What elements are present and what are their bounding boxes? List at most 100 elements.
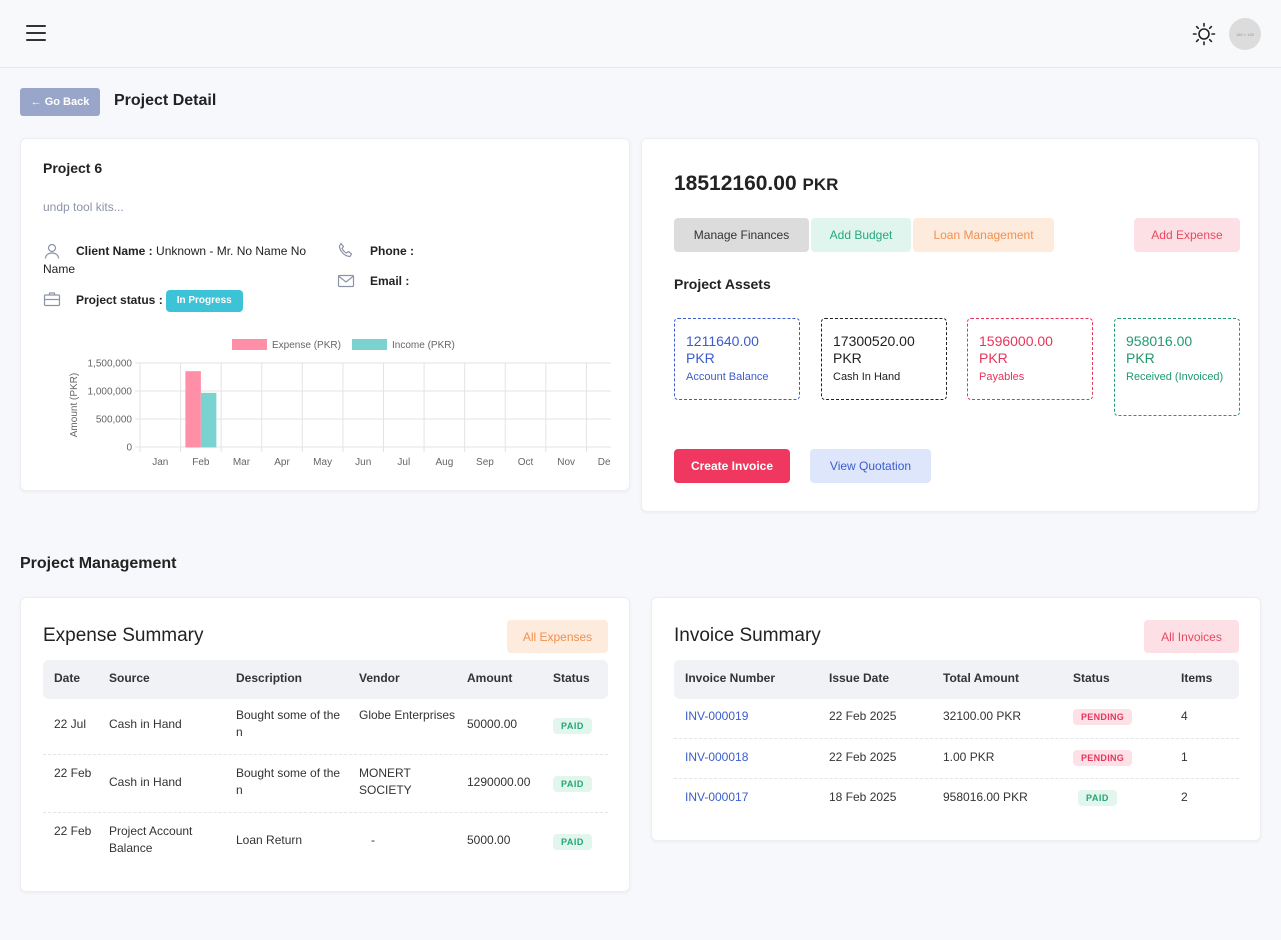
cell-source: Cash in Hand	[109, 717, 182, 731]
x-tick-label: Apr	[274, 457, 290, 468]
email-label: Email :	[370, 274, 410, 288]
cell-vendor: Globe Enterprises	[359, 708, 456, 722]
x-tick-label: Oct	[518, 457, 534, 468]
project-info-card: Project 6 undp tool kits... Client Name …	[20, 138, 630, 491]
page-title: Project Detail	[114, 92, 217, 109]
cell-amount: 1290000.00	[467, 775, 531, 789]
client-info: Client Name : Unknown - Mr. No Name No N…	[43, 242, 313, 278]
invoice-summary-card: Invoice Summary All Invoices Invoice Num…	[651, 597, 1261, 841]
asset-account-balance: 1211640.00 PKR Account Balance	[674, 318, 800, 400]
row-divider	[674, 738, 1239, 739]
total-balance: 18512160.00 PKR	[674, 172, 838, 196]
x-tick-label: Jan	[152, 457, 168, 468]
x-tick-label: Jul	[397, 457, 410, 468]
cell-issue-date: 22 Feb 2025	[829, 750, 897, 764]
status-badge: PAID	[553, 718, 592, 734]
legend-label: Expense (PKR)	[272, 340, 341, 351]
all-invoices-button[interactable]: All Invoices	[1144, 620, 1239, 653]
add-budget-button[interactable]: Add Budget	[811, 218, 911, 252]
col-issue-date: Issue Date	[829, 671, 890, 685]
y-tick-label: 1,500,000	[88, 359, 133, 370]
top-bar: 180 × 180	[0, 0, 1281, 68]
x-tick-label: Nov	[557, 457, 575, 468]
asset-label: Account Balance	[686, 371, 769, 383]
client-label: Client Name :	[76, 244, 153, 258]
asset-payables: 1596000.00 PKR Payables	[967, 318, 1093, 400]
hamburger-icon[interactable]	[26, 25, 46, 43]
status-badge: In Progress	[165, 290, 243, 312]
cell-total: 958016.00 PKR	[943, 790, 1028, 804]
avatar[interactable]: 180 × 180	[1229, 18, 1261, 50]
cell-total: 1.00 PKR	[943, 750, 995, 764]
x-tick-label: May	[313, 457, 332, 468]
col-amount: Amount	[467, 671, 513, 685]
col-vendor: Vendor	[359, 671, 400, 685]
invoice-number-link[interactable]: INV-000018	[685, 750, 749, 764]
mail-icon	[337, 274, 355, 288]
user-icon	[44, 243, 60, 259]
cell-description: Bought some of the n	[236, 708, 341, 739]
status-badge: PAID	[553, 834, 592, 850]
asset-cash-in-hand: 17300520.00 PKR Cash In Hand	[821, 318, 947, 400]
chart-bar	[200, 392, 217, 448]
col-items: Items	[1181, 671, 1213, 685]
x-tick-label: Dec	[598, 457, 611, 468]
project-status: Project status : In Progress	[76, 290, 243, 312]
create-invoice-button[interactable]: Create Invoice	[674, 449, 790, 483]
expense-table-header: Date Source Description Vendor Amount St…	[43, 660, 608, 699]
cell-date: 22 Feb	[54, 766, 92, 780]
asset-value: 1211640.00	[686, 333, 759, 349]
loan-management-button[interactable]: Loan Management	[913, 218, 1054, 252]
expense-summary-card: Expense Summary All Expenses Date Source…	[20, 597, 630, 892]
y-tick-label: 1,000,000	[88, 387, 133, 398]
x-tick-label: Jun	[355, 457, 371, 468]
x-tick-label: Sep	[476, 457, 494, 468]
asset-label: Cash In Hand	[833, 371, 901, 383]
go-back-button[interactable]: ← Go Back	[20, 88, 100, 116]
phone-info: Phone :	[370, 242, 414, 260]
cell-description: Loan Return	[236, 833, 303, 847]
chart-bar	[185, 371, 201, 448]
asset-received: 958016.00 PKR Received (Invoiced)	[1114, 318, 1240, 416]
expense-summary-title: Expense Summary	[43, 625, 204, 646]
view-quotation-button[interactable]: View Quotation	[810, 449, 931, 483]
invoice-summary-title: Invoice Summary	[674, 625, 821, 646]
manage-finances-button[interactable]: Manage Finances	[674, 218, 809, 252]
all-expenses-button[interactable]: All Expenses	[507, 620, 608, 653]
sun-icon[interactable]	[1192, 22, 1216, 46]
project-name: Project 6	[43, 160, 103, 176]
cell-items: 1	[1181, 750, 1188, 764]
invoice-number-link[interactable]: INV-000017	[685, 790, 749, 804]
cell-description: Bought some of the n	[236, 766, 341, 797]
status-badge: PAID	[553, 776, 592, 792]
invoice-number-link[interactable]: INV-000019	[685, 709, 749, 723]
balance-currency: PKR	[802, 175, 839, 194]
cell-vendor: -	[371, 833, 375, 847]
cell-date: 22 Feb	[54, 824, 92, 838]
project-description: undp tool kits...	[43, 200, 124, 214]
add-expense-button[interactable]: Add Expense	[1134, 218, 1240, 252]
row-divider	[43, 754, 608, 755]
asset-label: Received (Invoiced)	[1126, 371, 1224, 383]
status-badge: PENDING	[1073, 750, 1133, 766]
cell-date: 22 Jul	[54, 717, 87, 731]
briefcase-icon	[43, 292, 61, 307]
col-date: Date	[54, 671, 81, 685]
col-status: Status	[553, 671, 590, 685]
x-tick-label: Feb	[192, 457, 210, 468]
col-invoice-number: Invoice Number	[685, 671, 776, 685]
cell-source: Cash in Hand	[109, 775, 182, 789]
email-info: Email :	[370, 272, 409, 290]
cell-source: Project Account Balance	[109, 824, 193, 855]
x-tick-label: Mar	[233, 457, 251, 468]
client-value: Unknown - Mr. No Name No Name	[43, 244, 307, 276]
asset-currency: PKR	[686, 350, 715, 366]
asset-label: Payables	[979, 371, 1025, 383]
asset-value: 17300520.00	[833, 333, 915, 349]
phone-icon	[338, 242, 353, 258]
status-badge: PENDING	[1073, 709, 1133, 725]
finance-card: 18512160.00 PKR Manage Finances Add Budg…	[641, 138, 1259, 512]
cell-items: 4	[1181, 709, 1188, 723]
legend-swatch	[232, 339, 267, 350]
status-badge: PAID	[1078, 790, 1117, 806]
